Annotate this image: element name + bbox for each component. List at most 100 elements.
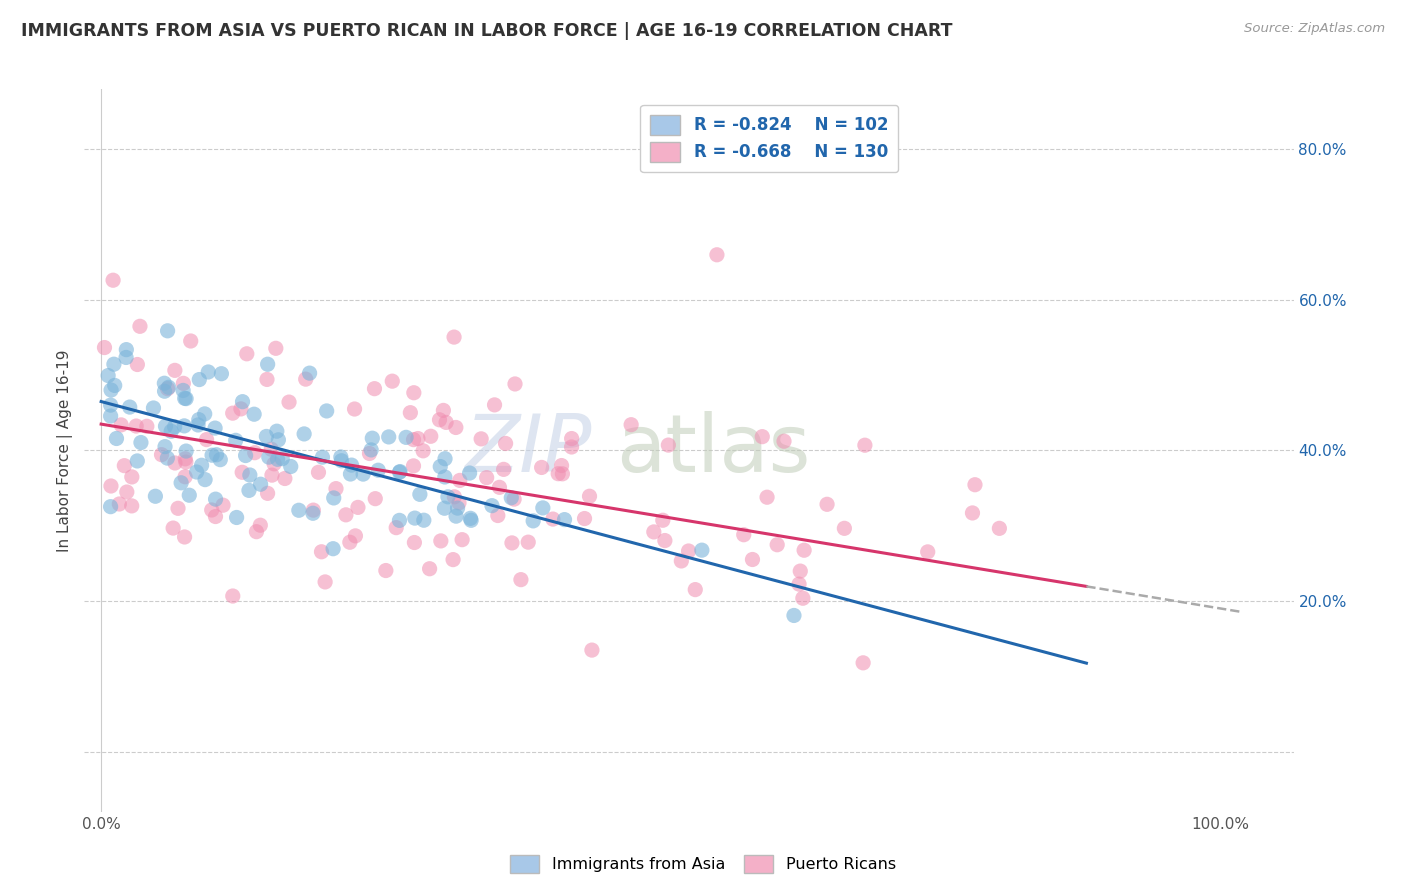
Point (160, 424, 183, 438)
Point (186, 465, 208, 479)
Point (433, 501, 456, 516)
Point (209, 452, 232, 467)
Point (419, 562, 441, 576)
Point (195, 433, 218, 447)
Point (988, 521, 1011, 535)
Point (443, 490, 465, 504)
Point (853, 438, 876, 452)
Point (643, 524, 665, 539)
Point (260, 442, 283, 457)
Point (172, 376, 194, 391)
Point (325, 482, 347, 496)
Point (101, 273, 124, 287)
Point (517, 535, 540, 549)
Point (222, 589, 245, 603)
Point (509, 573, 531, 587)
Point (402, 458, 425, 473)
Point (157, 380, 180, 394)
Text: Source: ZipAtlas.com: Source: ZipAtlas.com (1244, 22, 1385, 36)
Point (173, 530, 195, 544)
Point (551, 467, 574, 481)
Point (581, 643, 603, 657)
Point (153, 376, 176, 391)
Point (254, 429, 277, 443)
Point (264, 341, 287, 355)
Point (458, 466, 481, 480)
Point (322, 541, 344, 556)
Point (249, 518, 271, 533)
Point (108, 497, 131, 511)
Point (388, 513, 411, 527)
Point (441, 552, 464, 566)
Point (174, 392, 197, 406)
Point (367, 463, 389, 477)
Legend: Immigrants from Asia, Puerto Ricans: Immigrants from Asia, Puerto Ricans (503, 848, 903, 880)
Point (167, 501, 190, 516)
Point (444, 509, 467, 524)
Point (488, 480, 510, 494)
Point (266, 452, 288, 467)
Point (100, 409, 122, 423)
Point (263, 457, 285, 471)
Point (97, 368, 120, 383)
Point (129, 319, 152, 334)
Point (156, 382, 179, 396)
Point (190, 458, 212, 473)
Point (554, 513, 576, 527)
Point (541, 512, 564, 526)
Point (470, 432, 492, 446)
Point (311, 450, 333, 465)
Point (174, 469, 197, 483)
Point (756, 490, 779, 504)
Point (783, 608, 806, 623)
Point (501, 536, 523, 550)
Point (683, 582, 706, 597)
Point (257, 450, 280, 464)
Point (486, 508, 509, 523)
Point (125, 419, 148, 434)
Point (678, 544, 700, 558)
Point (399, 406, 422, 420)
Point (530, 460, 553, 475)
Point (121, 499, 143, 513)
Point (741, 552, 763, 566)
Point (212, 498, 235, 512)
Point (292, 426, 315, 441)
Point (429, 459, 451, 474)
Point (917, 545, 939, 559)
Point (236, 347, 259, 361)
Point (352, 467, 374, 481)
Point (751, 430, 773, 444)
Point (142, 401, 165, 415)
Text: IMMIGRANTS FROM ASIA VS PUERTO RICAN IN LABOR FORCE | AGE 16-19 CORRELATION CHAR: IMMIGRANTS FROM ASIA VS PUERTO RICAN IN … (21, 22, 953, 40)
Point (402, 385, 425, 400)
Point (733, 527, 755, 541)
Point (429, 413, 451, 427)
Point (340, 458, 363, 472)
Point (690, 543, 713, 558)
Point (561, 432, 583, 446)
Point (245, 524, 267, 539)
Point (280, 459, 302, 474)
Point (201, 503, 224, 517)
Point (359, 446, 381, 460)
Point (444, 420, 467, 434)
Point (231, 394, 253, 409)
Point (963, 477, 986, 491)
Point (311, 545, 333, 559)
Point (225, 434, 247, 448)
Point (187, 417, 209, 432)
Point (155, 419, 177, 434)
Point (229, 401, 252, 416)
Point (531, 500, 554, 515)
Point (204, 492, 226, 507)
Point (100, 500, 122, 514)
Point (100, 383, 122, 397)
Point (451, 533, 474, 547)
Point (197, 365, 219, 379)
Point (449, 474, 471, 488)
Point (335, 508, 357, 522)
Point (657, 438, 679, 452)
Point (404, 535, 426, 549)
Point (834, 521, 856, 535)
